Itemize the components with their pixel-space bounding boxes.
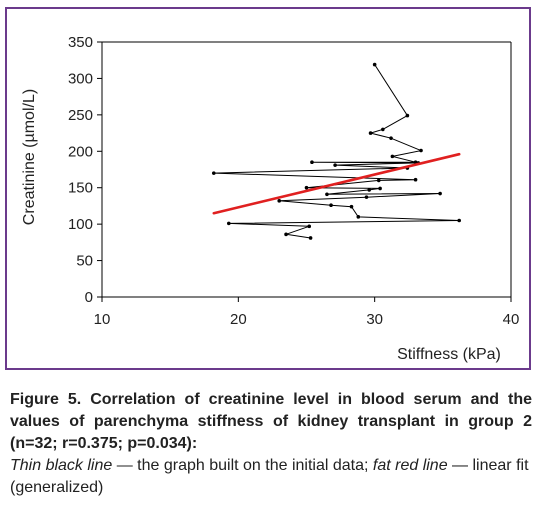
data-point: [307, 224, 312, 229]
caption-italic-thin-line: Thin black line: [10, 457, 113, 474]
caption-text-fat-line: — linear fit (generalized): [10, 457, 529, 496]
y-tick-label: 200: [68, 143, 93, 160]
tick-labels: 0 50 100 150 200 250 300 350 10 20 30 40: [68, 34, 519, 328]
y-tick-label: 150: [68, 180, 93, 197]
data-point: [364, 195, 369, 199]
y-tick-label: 300: [68, 70, 93, 87]
data-point: [381, 127, 385, 132]
x-tick-label: 20: [230, 311, 247, 328]
data-point: [333, 163, 337, 167]
data-point: [438, 191, 442, 196]
data-point: [325, 192, 329, 197]
data-line: [213, 64, 460, 239]
data-point: [389, 136, 393, 140]
axes: [97, 41, 512, 302]
caption-title: Figure 5. Correlation of creatinine leve…: [10, 391, 532, 452]
y-axis-label: Creatinine (µmol/L): [21, 89, 38, 225]
data-point: [413, 160, 418, 165]
caption-description: Thin black line — the graph built on the…: [10, 455, 532, 499]
y-tick-label: 100: [68, 216, 93, 233]
data-point: [419, 148, 423, 153]
chart: 0 50 100 150 200 250 300 350 10 20 30 40 Creatinine…: [21, 34, 519, 363]
data-point: [378, 186, 382, 191]
chart-frame: 0 50 100 150 200 250 300 350 10 20 30 40 Creatinine…: [5, 7, 531, 370]
data-point: [211, 171, 216, 175]
data-point: [356, 215, 361, 219]
data-point: [368, 131, 373, 135]
y-tick-label: 350: [68, 34, 93, 51]
data-point: [367, 188, 372, 192]
y-tick-label: 250: [68, 107, 93, 124]
data-point: [277, 199, 282, 203]
y-tick-label: 50: [76, 253, 93, 270]
x-axis-label: Stiffness (kPa): [397, 346, 501, 363]
data-point: [349, 204, 354, 209]
data-point: [304, 185, 309, 190]
caption-text-thin-line: — the graph built on the initial data;: [112, 457, 373, 474]
y-tick-label: 0: [85, 289, 93, 306]
figure-caption: Figure 5. Correlation of creatinine leve…: [10, 389, 532, 499]
data-point: [372, 62, 377, 67]
data-point: [308, 236, 313, 240]
data-point: [457, 218, 461, 223]
data-point: [284, 232, 288, 237]
data-point: [329, 203, 333, 207]
fit-line: [212, 152, 461, 215]
data-point: [226, 221, 231, 226]
caption-italic-fat-line: fat red line: [372, 457, 448, 474]
x-tick-label: 10: [94, 311, 111, 328]
fit-line-group: [212, 152, 461, 215]
data-point: [413, 177, 418, 182]
data-point: [390, 154, 395, 159]
x-tick-label: 40: [503, 311, 520, 328]
data-series: [211, 62, 461, 240]
x-tick-label: 30: [366, 311, 383, 328]
data-point: [405, 113, 410, 118]
data-point: [310, 160, 314, 165]
data-point: [376, 178, 381, 183]
